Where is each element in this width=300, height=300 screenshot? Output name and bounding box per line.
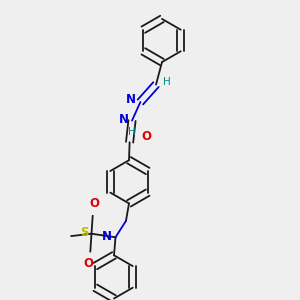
Text: O: O: [84, 257, 94, 270]
Text: N: N: [118, 113, 128, 126]
Text: S: S: [80, 226, 88, 239]
Text: H: H: [128, 127, 136, 137]
Text: O: O: [89, 197, 99, 210]
Text: N: N: [126, 93, 136, 106]
Text: N: N: [102, 230, 112, 243]
Text: O: O: [142, 130, 152, 143]
Text: H: H: [164, 76, 171, 87]
